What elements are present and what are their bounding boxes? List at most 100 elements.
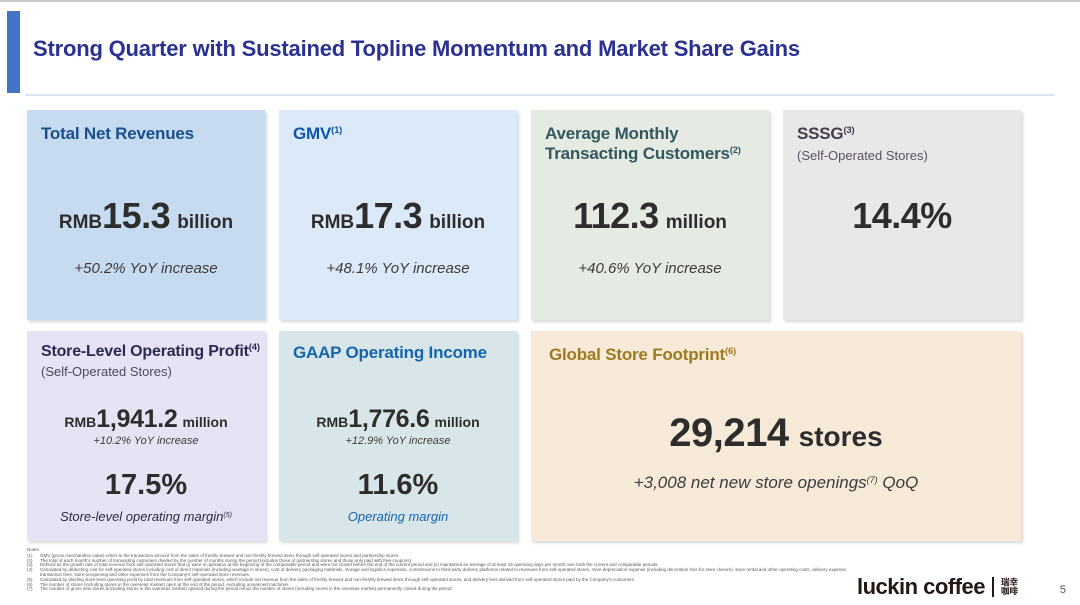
card-heading: SSSG(3) [797, 124, 1013, 144]
unit-label: million [182, 414, 228, 430]
footnote-text: The number of gross new stores (includin… [40, 586, 453, 592]
footnotes: Notes: (1) GMV (gross merchandise value) … [27, 547, 857, 592]
card-subheading: (Self-Operated Stores) [41, 364, 172, 379]
card-sssg: SSSG(3) (Self-Operated Stores) 14.4% [783, 110, 1021, 320]
card-heading: GMV(1) [293, 124, 509, 144]
amount: 15.3 [102, 195, 171, 236]
brand-wordmark: luckin coffee [857, 574, 985, 599]
footnote-text: GMV (gross merchandise value) refers to … [40, 552, 400, 558]
footnote-text: The total of each month's number of tran… [40, 557, 413, 563]
footnote-number: (3) [27, 562, 33, 568]
page-number: 5 [1059, 584, 1066, 596]
currency-label: RMB [310, 212, 355, 233]
metric-value: 112.3 million [531, 194, 769, 246]
heading-text: Global Store Footprint [549, 345, 725, 364]
brand-separator [991, 577, 994, 597]
margin-label: Store-level operating margin(5) [27, 509, 265, 524]
footnote-number: (7) [27, 586, 33, 592]
footnote-number: (5) [27, 576, 33, 582]
footnote-text: The number of stores (including stores i… [40, 581, 290, 587]
footnote-item: (2) The total of each month's number of t… [27, 557, 857, 564]
footnote-number: (2) [27, 557, 33, 563]
unit-label: million [665, 212, 727, 233]
footnote-ref: (1) [331, 125, 343, 136]
card-total-net-revenues: Total Net Revenues RMB15.3 billion +50.2%… [27, 110, 265, 320]
heading-text: Store-Level Operating Profit [41, 343, 249, 360]
unit-label: billion [177, 212, 234, 233]
footnote-text: Calculated by dividing store-level opera… [40, 576, 636, 582]
footnote-item: (7) The number of gross new stores (inclu… [27, 587, 857, 592]
slide-title: Strong Quarter with Sustained Topline Mo… [33, 36, 800, 61]
footnote-item: (3) Defined as the growth rate of total r… [27, 563, 857, 568]
brand-chinese-top: 瑞幸 [1000, 576, 1018, 587]
margin-label-text: Store-level operating margin [60, 509, 224, 524]
amount: 1,941.2 [96, 405, 178, 433]
metric-value: 29,214 stores [531, 407, 1021, 468]
metric-value: RMB15.3 billion [27, 194, 265, 246]
footnote-ref: (7) [866, 475, 878, 485]
heading-text: SSSG [797, 124, 844, 143]
amount: 1,776.6 [348, 405, 430, 433]
margin-value: 17.5% [104, 469, 188, 501]
yoy-change: +50.2% YoY increase [74, 260, 218, 277]
currency-label: RMB [58, 212, 103, 233]
currency-label: RMB [316, 414, 349, 430]
card-transacting-customers: Average Monthly Transacting Customers(2)… [531, 110, 769, 320]
card-heading: Average Monthly Transacting Customers(2) [545, 124, 761, 163]
card-heading: Global Store Footprint(6) [549, 345, 1013, 365]
currency-label: RMB [64, 414, 97, 430]
heading-text: GMV [293, 124, 332, 143]
amount: 14.4% [852, 195, 952, 236]
footnote-number: (1) [27, 552, 33, 558]
brand-logo: luckin coffee 瑞幸 咖啡 [857, 574, 1018, 600]
metric-value: RMB17.3 billion [279, 194, 517, 246]
title-accent-bar [7, 11, 20, 93]
metric-value: 14.4% [783, 194, 1021, 246]
unit-label: stores [798, 421, 883, 452]
qoq-change: +3,008 net new store openings(7) QoQ [531, 473, 1021, 493]
footnote-item: (1) GMV (gross merchandise value) refers … [27, 552, 857, 559]
heading-text: GAAP Operating Income [293, 343, 487, 362]
footnote-number: (4) [27, 567, 33, 573]
amount: 17.3 [354, 195, 423, 236]
heading-text: Total Net Revenues [41, 124, 194, 143]
card-gaap-operating-income: GAAP Operating Income RMB1,776.6 million … [279, 331, 517, 541]
footnote-ref: (6) [724, 346, 736, 357]
footnote-ref: (3) [843, 125, 855, 136]
title-divider [25, 94, 1055, 96]
card-heading: Total Net Revenues [41, 124, 257, 144]
footnote-item: (6) The number of stores (including store… [27, 581, 857, 588]
card-gmv: GMV(1) RMB17.3 billion +48.1% YoY increas… [279, 110, 517, 320]
card-global-store-footprint: Global Store Footprint(6) 29,214 stores +… [531, 331, 1021, 541]
footnotes-label: Notes: [27, 547, 41, 552]
yoy-change: +40.6% YoY increase [578, 260, 722, 277]
metric-value: RMB1,776.6 million [279, 405, 517, 437]
unit-label: billion [429, 212, 486, 233]
card-heading: Store-Level Operating Profit(4) [41, 342, 260, 361]
amount: 29,214 [669, 411, 789, 455]
yoy-change: +48.1% YoY increase [326, 260, 470, 277]
card-subheading: (Self-Operated Stores) [797, 148, 928, 163]
footnote-ref: (4) [248, 342, 260, 353]
qoq-change-suffix: QoQ [882, 473, 919, 492]
metric-value: RMB1,941.2 million [27, 405, 265, 437]
margin-label: Operating margin [347, 509, 449, 524]
footnote-ref: (2) [729, 144, 741, 156]
amount: 112.3 [573, 195, 659, 236]
brand-chinese-bottom: 咖啡 [1000, 586, 1018, 596]
qoq-change-text: +3,008 net new store openings [633, 473, 867, 492]
footnote-text: Calculated by deducting cost for self-op… [40, 567, 848, 577]
yoy-change: +10.2% YoY increase [93, 435, 199, 447]
yoy-change: +12.9% YoY increase [345, 435, 451, 447]
heading-text: Average Monthly Transacting Customers [545, 124, 730, 163]
card-store-level-operating-profit: Store-Level Operating Profit(4) (Self-Op… [27, 331, 265, 541]
card-heading: GAAP Operating Income [293, 343, 509, 363]
footnote-item: (5) Calculated by dividing store-level op… [27, 576, 857, 583]
margin-value: 11.6% [357, 469, 439, 501]
footnote-text: Defined as the growth rate of total reve… [40, 562, 659, 568]
unit-label: million [434, 414, 480, 430]
footnote-ref: (5) [223, 512, 232, 519]
brand-chinese-name: 瑞幸 咖啡 [1000, 576, 1018, 597]
footnote-number: (6) [27, 581, 33, 587]
